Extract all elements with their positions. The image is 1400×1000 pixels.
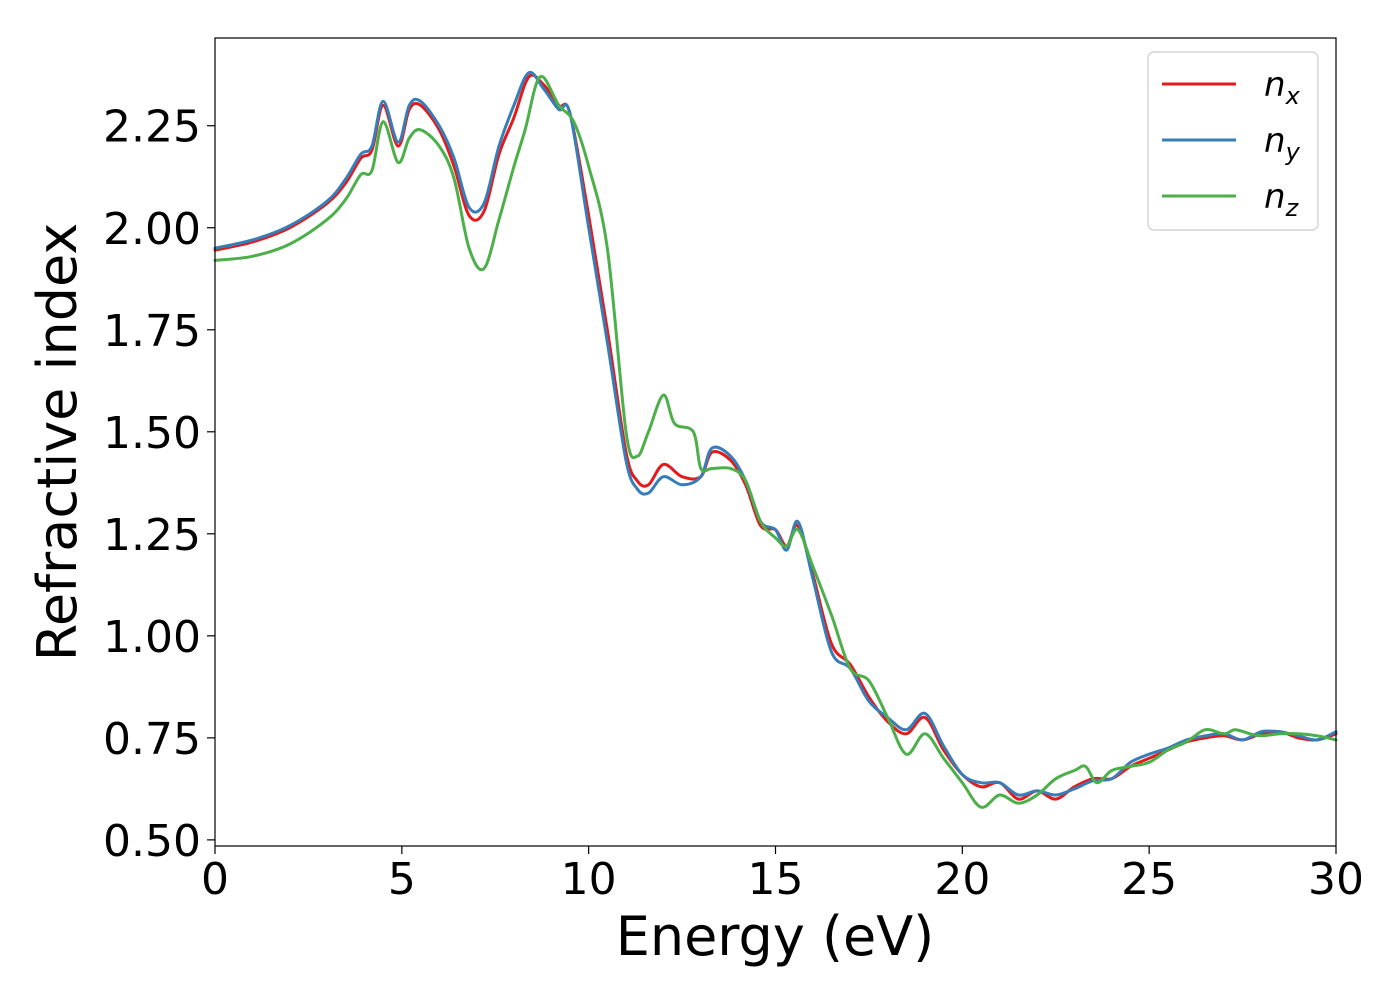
y-tick-label: 1.25 — [103, 510, 201, 561]
y-axis-label: Refractive index — [26, 223, 89, 662]
y-tick-label: 2.25 — [103, 102, 201, 153]
legend-label-sub: y — [1285, 138, 1301, 166]
legend-label-y: ny — [1264, 121, 1301, 166]
x-tick-label: 0 — [201, 854, 229, 905]
x-tick-label: 30 — [1308, 854, 1364, 905]
legend-label-main: n — [1264, 177, 1286, 217]
legend-label-main: n — [1264, 121, 1286, 161]
y-tick-label: 0.50 — [103, 816, 201, 867]
y-tick-label: 2.00 — [103, 204, 201, 255]
legend-label-sub: x — [1285, 82, 1301, 110]
x-axis-label: Energy (eV) — [616, 905, 935, 968]
y-tick-label: 0.75 — [103, 714, 201, 765]
x-tick-label: 10 — [561, 854, 617, 905]
x-tick-label: 25 — [1121, 854, 1177, 905]
legend-label-sub: z — [1285, 194, 1300, 222]
legend-label-x: nx — [1264, 65, 1301, 110]
y-tick-label: 1.50 — [103, 408, 201, 459]
series-layer — [213, 70, 1338, 809]
x-tick-label: 5 — [388, 854, 416, 905]
x-tick-label: 15 — [748, 854, 804, 905]
ticks-layer: 0 5 10 15 20 25 30 0.50 0.75 1.00 1.25 1.50 1.75 2.00… — [103, 102, 1364, 905]
y-tick-label: 1.00 — [103, 612, 201, 663]
legend-label-main: n — [1264, 65, 1286, 105]
legend-label-z: nz — [1264, 177, 1300, 222]
x-tick-label: 20 — [934, 854, 990, 905]
series-line-z — [213, 75, 1338, 809]
y-tick-label: 1.75 — [103, 306, 201, 357]
